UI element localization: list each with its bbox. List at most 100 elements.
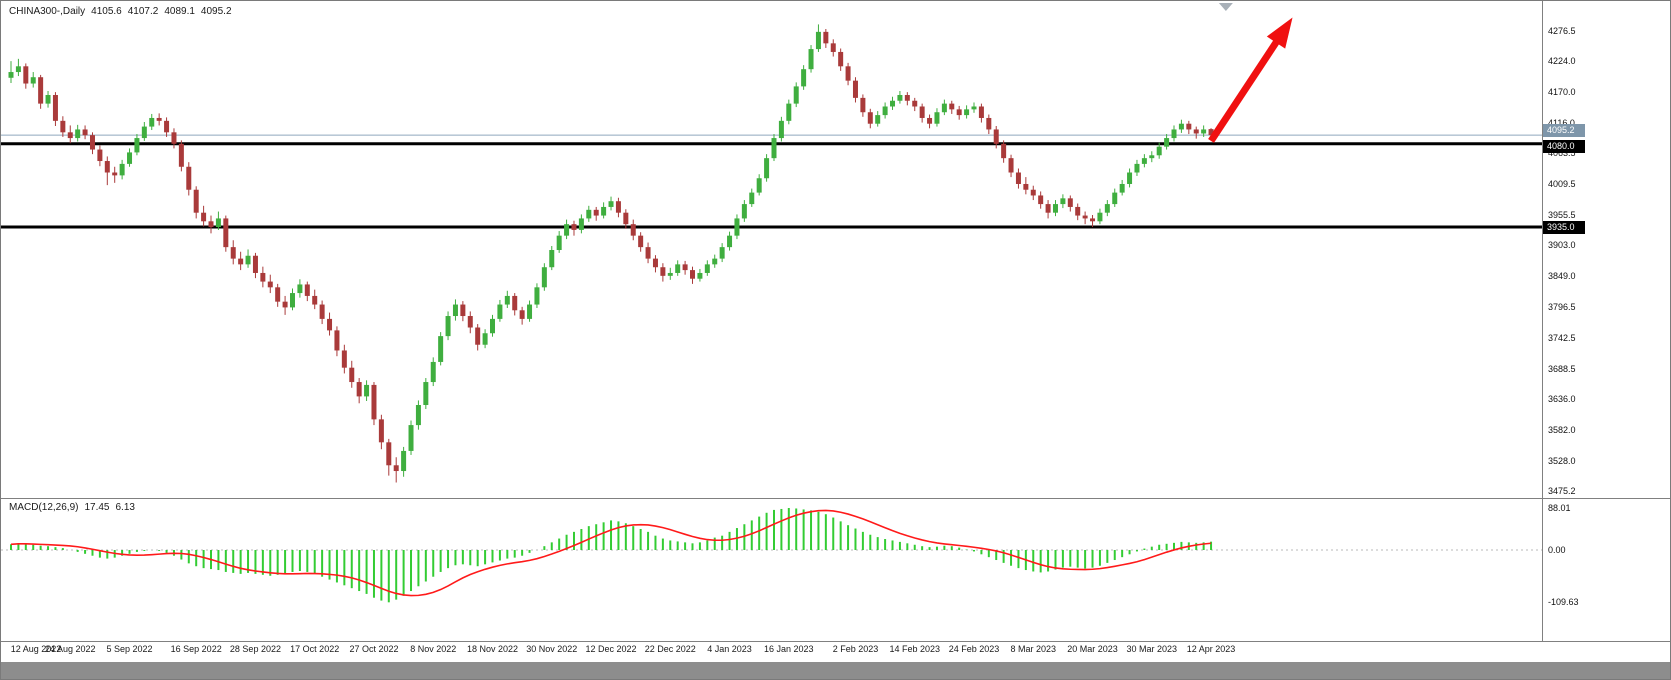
candle[interactable] — [364, 384, 370, 397]
candle[interactable] — [1178, 123, 1184, 130]
candle[interactable] — [756, 178, 762, 193]
candle[interactable] — [512, 295, 518, 311]
candle[interactable] — [171, 132, 177, 144]
candle[interactable] — [82, 129, 88, 136]
candle[interactable] — [297, 284, 303, 294]
candle[interactable] — [201, 212, 207, 222]
candle[interactable] — [1030, 189, 1036, 196]
candle[interactable] — [793, 86, 799, 104]
candle[interactable] — [1164, 138, 1170, 147]
time-axis[interactable]: 12 Aug 2022 24 Aug 2022 5 Sep 2022 16 Sep 2… — [1, 644, 1670, 660]
candle[interactable] — [734, 218, 740, 236]
candle[interactable] — [1082, 215, 1088, 219]
candle[interactable] — [1112, 192, 1118, 205]
candle[interactable] — [223, 218, 229, 248]
candle[interactable] — [490, 318, 496, 334]
candle[interactable] — [438, 336, 444, 362]
candle[interactable] — [971, 106, 977, 110]
candle[interactable] — [571, 224, 577, 230]
candle[interactable] — [23, 66, 29, 84]
candle[interactable] — [260, 272, 266, 282]
candle[interactable] — [1149, 155, 1155, 159]
candle[interactable] — [178, 143, 184, 167]
candle[interactable] — [801, 69, 807, 87]
candle[interactable] — [712, 258, 718, 265]
candle[interactable] — [75, 129, 81, 139]
horizontal-scrollbar[interactable] — [1, 662, 1670, 679]
candle[interactable] — [578, 218, 584, 230]
candle[interactable] — [423, 382, 429, 406]
candle[interactable] — [104, 161, 110, 173]
candle[interactable] — [660, 267, 666, 276]
candle[interactable] — [356, 382, 362, 397]
candle[interactable] — [1208, 129, 1214, 136]
candle[interactable] — [1171, 129, 1177, 139]
candle[interactable] — [38, 77, 44, 104]
candle[interactable] — [97, 149, 103, 162]
candle[interactable] — [978, 106, 984, 118]
candle[interactable] — [541, 267, 547, 288]
candle[interactable] — [371, 384, 377, 420]
candle[interactable] — [867, 112, 873, 124]
candle[interactable] — [741, 204, 747, 219]
candle[interactable] — [519, 310, 525, 319]
candle[interactable] — [964, 109, 970, 116]
candle[interactable] — [452, 304, 458, 317]
candle[interactable] — [808, 49, 814, 70]
candle[interactable] — [112, 172, 118, 176]
candle[interactable] — [45, 95, 51, 104]
candle[interactable] — [482, 333, 488, 345]
candle[interactable] — [1067, 198, 1073, 207]
candle[interactable] — [1097, 212, 1103, 222]
candle[interactable] — [386, 442, 392, 466]
candle[interactable] — [1008, 158, 1014, 173]
candle[interactable] — [415, 405, 421, 426]
candle[interactable] — [623, 212, 629, 225]
candle[interactable] — [275, 287, 281, 302]
candle[interactable] — [549, 250, 555, 268]
candle[interactable] — [1119, 183, 1125, 193]
candle[interactable] — [927, 117, 933, 124]
candle[interactable] — [186, 166, 192, 190]
candle[interactable] — [378, 419, 384, 443]
candle[interactable] — [652, 258, 658, 268]
candle[interactable] — [445, 316, 451, 337]
candle[interactable] — [1186, 123, 1192, 130]
candle[interactable] — [1127, 172, 1133, 184]
candle[interactable] — [52, 95, 58, 121]
candle[interactable] — [527, 304, 533, 319]
candle[interactable] — [304, 284, 310, 296]
candle[interactable] — [601, 206, 607, 216]
candle[interactable] — [1141, 158, 1147, 164]
candle[interactable] — [208, 221, 214, 228]
candle[interactable] — [393, 465, 399, 472]
candle[interactable] — [267, 281, 273, 288]
candle[interactable] — [15, 66, 21, 73]
candle[interactable] — [60, 120, 66, 133]
candle[interactable] — [430, 361, 436, 383]
candle[interactable] — [764, 158, 770, 179]
candle[interactable] — [1001, 143, 1007, 159]
candle[interactable] — [771, 138, 777, 159]
candle[interactable] — [956, 109, 962, 116]
candle[interactable] — [912, 100, 918, 107]
candle[interactable] — [675, 264, 681, 273]
candle[interactable] — [193, 189, 199, 213]
candle[interactable] — [134, 138, 140, 153]
candle[interactable] — [941, 103, 947, 113]
candle[interactable] — [690, 270, 696, 279]
candle[interactable] — [682, 264, 688, 271]
candle[interactable] — [1060, 198, 1066, 205]
candle[interactable] — [1045, 204, 1051, 213]
candle[interactable] — [504, 295, 510, 305]
candle[interactable] — [719, 247, 725, 259]
candle[interactable] — [1015, 172, 1021, 184]
candle[interactable] — [238, 258, 244, 265]
price-axis[interactable]: 4276.5 4224.0 4170.0 4116.0 4063.5 4009.5 3955… — [1543, 1, 1670, 661]
candle[interactable] — [164, 120, 170, 133]
candle[interactable] — [823, 31, 829, 44]
candle[interactable] — [341, 350, 347, 368]
candle[interactable] — [838, 51, 844, 67]
candle[interactable] — [786, 103, 792, 121]
